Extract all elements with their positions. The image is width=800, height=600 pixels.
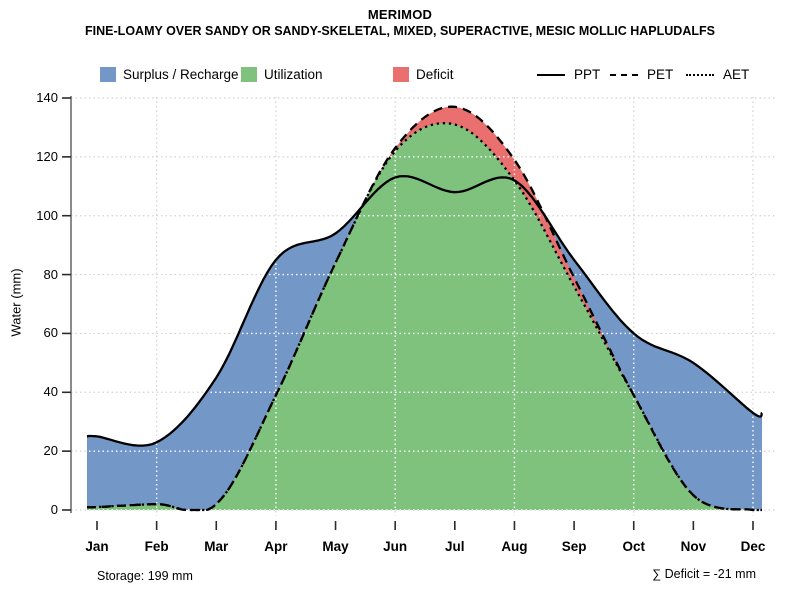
solid-line-icon — [537, 73, 565, 76]
legend-item-utilization: Utilization — [241, 67, 323, 82]
legend-item-ppt: PPT — [537, 67, 600, 82]
chart-subtitle: FINE-LOAMY OVER SANDY OR SANDY-SKELETAL,… — [85, 24, 715, 38]
x-tick-label: Feb — [144, 539, 169, 554]
legend-label: Utilization — [264, 67, 323, 82]
x-tick-label: Mar — [204, 539, 229, 554]
legend-label: Surplus / Recharge — [123, 67, 239, 82]
x-tick-label: May — [322, 539, 349, 554]
legend-label: PET — [647, 67, 674, 82]
surplus-swatch-icon — [100, 67, 116, 82]
legend-item-aet: AET — [686, 67, 749, 82]
y-tick-label: 140 — [36, 90, 58, 105]
storage-annotation: Storage: 199 mm — [97, 569, 193, 583]
legend-label: Deficit — [416, 67, 454, 82]
x-tick-label: Dec — [740, 539, 766, 554]
x-tick-label: Oct — [622, 539, 645, 554]
y-tick-label: 80 — [43, 266, 58, 282]
x-tick-label: Apr — [264, 539, 288, 554]
y-tick-label: 60 — [43, 325, 58, 341]
y-tick-label: 100 — [36, 207, 58, 223]
x-tick-label: Jun — [383, 539, 408, 554]
y-tick-label: 120 — [36, 148, 58, 164]
legend-label: AET — [723, 67, 750, 82]
legend-label: PPT — [574, 67, 601, 82]
deficit-swatch-icon — [393, 67, 409, 82]
legend-item-surplus: Surplus / Recharge — [100, 67, 239, 82]
x-tick-label: Sep — [561, 539, 587, 554]
y-tick-label: 20 — [43, 443, 58, 459]
x-tick-label: Jan — [85, 539, 109, 554]
utilization-swatch-icon — [241, 67, 257, 82]
x-tick-label: Aug — [501, 539, 528, 554]
chart-title: MERIMOD — [367, 7, 433, 22]
deficit-sum-annotation: ∑ Deficit = -21 mm — [652, 567, 756, 581]
legend-item-pet: PET — [610, 67, 673, 82]
y-tick-label: 40 — [43, 384, 58, 400]
y-tick-label: 0 — [50, 502, 58, 517]
dotted-line-icon — [686, 73, 714, 76]
legend-item-deficit: Deficit — [393, 67, 454, 82]
dashed-line-icon — [610, 73, 638, 76]
x-tick-label: Jul — [445, 539, 465, 554]
x-tick-label: Nov — [680, 539, 707, 554]
